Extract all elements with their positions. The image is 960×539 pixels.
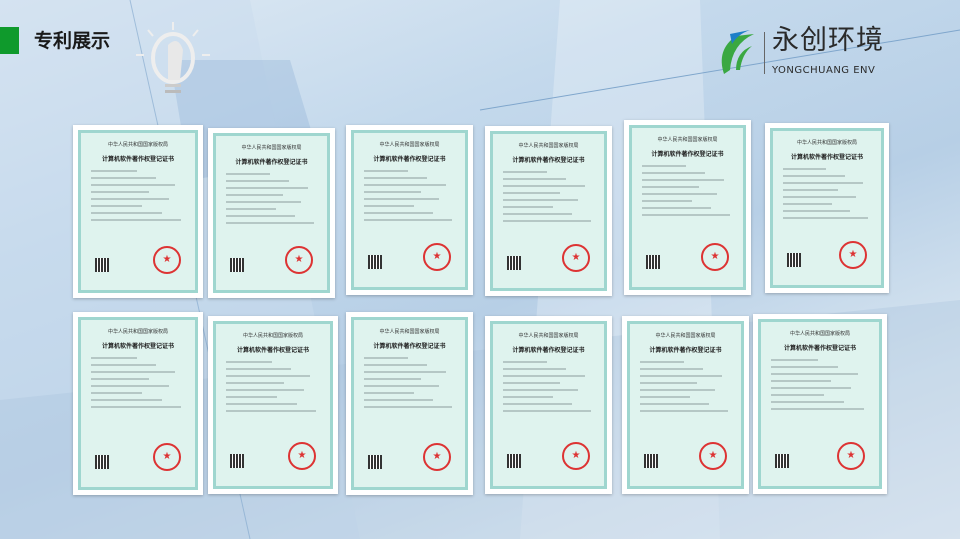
certificate-image: 中华人民共和国国家版权局 计算机软件著作权登记证书 ★ xyxy=(208,316,338,494)
certificate-title: 计算机软件著作权登记证书 xyxy=(373,343,446,350)
official-seal-icon: ★ xyxy=(285,246,313,274)
page-title: 专利展示 xyxy=(34,30,111,52)
certificate-title: 计算机软件著作权登记证书 xyxy=(512,347,585,354)
certificate-title: 计算机软件著作权登记证书 xyxy=(783,345,856,352)
qr-code-icon xyxy=(95,455,109,469)
certificate-issuer: 中华人民共和国国家版权局 xyxy=(241,145,302,151)
certificate-issuer: 中华人民共和国国家版权局 xyxy=(379,142,440,148)
certificate-issuer: 中华人民共和国国家版权局 xyxy=(796,140,857,146)
qr-code-icon xyxy=(368,455,382,469)
certificate-title: 计算机软件著作权登记证书 xyxy=(790,154,863,161)
qr-code-icon xyxy=(368,255,382,269)
lightbulb-hand-icon xyxy=(136,22,210,93)
official-seal-icon: ★ xyxy=(153,443,181,471)
certificate-issuer: 中华人民共和国国家版权局 xyxy=(655,333,716,339)
qr-code-icon xyxy=(787,253,801,267)
official-seal-icon: ★ xyxy=(839,241,867,269)
certificate-issuer: 中华人民共和国国家版权局 xyxy=(242,333,303,339)
certificate-issuer: 中华人民共和国国家版权局 xyxy=(379,329,440,335)
certificate-title: 计算机软件著作权登记证书 xyxy=(651,151,724,158)
certificate-image: 中华人民共和国国家版权局 计算机软件著作权登记证书 ★ xyxy=(346,125,473,295)
certificate-title: 计算机软件著作权登记证书 xyxy=(512,157,585,164)
qr-code-icon xyxy=(507,256,521,270)
certificate-title: 计算机软件著作权登记证书 xyxy=(373,156,446,163)
certificate-image: 中华人民共和国国家版权局 计算机软件著作权登记证书 ★ xyxy=(73,312,203,495)
qr-code-icon xyxy=(230,258,244,272)
qr-code-icon xyxy=(507,454,521,468)
certificate-title: 计算机软件著作权登记证书 xyxy=(236,347,309,354)
logo-name-cn: 永创环境 xyxy=(772,25,884,56)
company-logo: 永创环境 YONGCHUANG ENV xyxy=(716,25,916,80)
certificate-title: 计算机软件著作权登记证书 xyxy=(235,159,308,166)
qr-code-icon xyxy=(230,454,244,468)
official-seal-icon: ★ xyxy=(423,443,451,471)
certificate-image: 中华人民共和国国家版权局 计算机软件著作权登记证书 ★ xyxy=(346,312,473,495)
certificate-image: 中华人民共和国国家版权局 计算机软件著作权登记证书 ★ xyxy=(73,125,203,298)
certificate-issuer: 中华人民共和国国家版权局 xyxy=(789,331,850,337)
qr-code-icon xyxy=(644,454,658,468)
certificate-issuer: 中华人民共和国国家版权局 xyxy=(107,142,168,148)
official-seal-icon: ★ xyxy=(837,442,865,470)
certificate-title: 计算机软件著作权登记证书 xyxy=(649,347,722,354)
official-seal-icon: ★ xyxy=(423,243,451,271)
qr-code-icon xyxy=(95,258,109,272)
certificate-image: 中华人民共和国国家版权局 计算机软件著作权登记证书 ★ xyxy=(753,314,887,494)
logo-divider xyxy=(764,32,765,74)
certificate-issuer: 中华人民共和国国家版权局 xyxy=(518,333,579,339)
certificate-image: 中华人民共和国国家版权局 计算机软件著作权登记证书 ★ xyxy=(485,316,612,494)
certificate-issuer: 中华人民共和国国家版权局 xyxy=(107,329,168,335)
official-seal-icon: ★ xyxy=(701,243,729,271)
logo-name-en: YONGCHUANG ENV xyxy=(772,65,876,76)
official-seal-icon: ★ xyxy=(288,442,316,470)
certificate-title: 计算机软件著作权登记证书 xyxy=(101,343,174,350)
certificate-image: 中华人民共和国国家版权局 计算机软件著作权登记证书 ★ xyxy=(765,123,889,293)
title-accent-bar xyxy=(0,27,19,54)
certificate-image: 中华人民共和国国家版权局 计算机软件著作权登记证书 ★ xyxy=(624,120,751,295)
official-seal-icon: ★ xyxy=(562,244,590,272)
certificate-issuer: 中华人民共和国国家版权局 xyxy=(518,143,579,149)
certificate-image: 中华人民共和国国家版权局 计算机软件著作权登记证书 ★ xyxy=(208,128,335,298)
certificate-issuer: 中华人民共和国国家版权局 xyxy=(657,137,718,143)
qr-code-icon xyxy=(646,255,660,269)
official-seal-icon: ★ xyxy=(153,246,181,274)
certificate-title: 计算机软件著作权登记证书 xyxy=(101,156,174,163)
certificate-image: 中华人民共和国国家版权局 计算机软件著作权登记证书 ★ xyxy=(485,126,612,296)
official-seal-icon: ★ xyxy=(562,442,590,470)
logo-leaf-icon xyxy=(721,30,754,74)
certificate-image: 中华人民共和国国家版权局 计算机软件著作权登记证书 ★ xyxy=(622,316,749,494)
official-seal-icon: ★ xyxy=(699,442,727,470)
qr-code-icon xyxy=(775,454,789,468)
